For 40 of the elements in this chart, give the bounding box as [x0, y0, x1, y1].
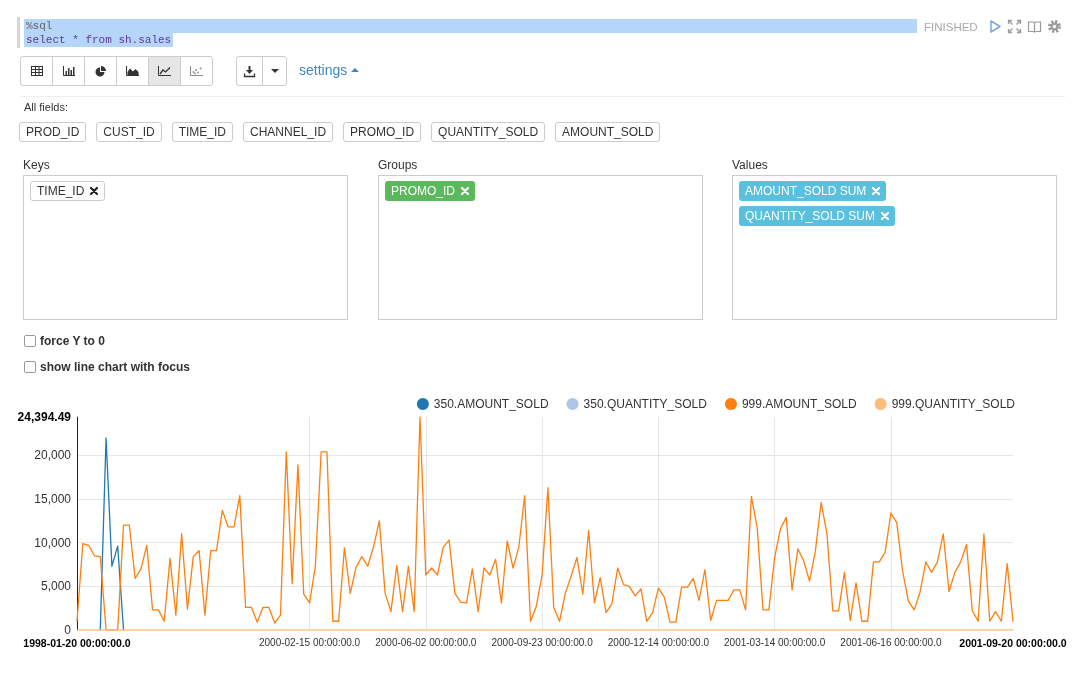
tag: AMOUNT_SOLD — [555, 122, 661, 142]
x-tick-label: 2000-12-14 00:00:00.0 — [607, 636, 710, 648]
y-tick-label: 10,000 — [34, 535, 72, 550]
text: Groups — [378, 158, 418, 172]
text: show line chart with focus — [40, 360, 191, 374]
tag: CUST_ID — [96, 122, 162, 142]
x-tick-label: 2001-06-16 00:00:00.0 — [840, 636, 942, 648]
y-tick-label: 5,000 — [40, 579, 72, 594]
x-tick-label: 2000-09-23 00:00:00.0 — [491, 636, 594, 648]
line-series — [76, 416, 1014, 631]
tag: AMOUNT_SOLD SUM — [739, 181, 887, 201]
text: Keys — [23, 158, 50, 172]
tag: CHANNEL_ID — [243, 122, 334, 142]
legend-label: 999.QUANTITY_SOLD — [891, 397, 1016, 411]
legend-label: 350.QUANTITY_SOLD — [583, 397, 708, 411]
tag: PROD_ID — [19, 122, 87, 142]
legend-label: 999.AMOUNT_SOLD — [741, 397, 857, 411]
y-tick-label: 15,000 — [34, 492, 72, 507]
y-tick-label: 0 — [64, 623, 72, 637]
legend-label: 350.AMOUNT_SOLD — [433, 397, 549, 411]
code-editor: %sql select * from sh.sales — [17, 17, 917, 48]
y-tick-label: 24,394.49 — [17, 410, 72, 424]
tag: PROMO_ID — [343, 122, 422, 142]
text: Values — [732, 158, 768, 172]
text: force Y to 0 — [40, 334, 105, 348]
tag: TIME_ID — [171, 122, 234, 142]
tag: TIME_ID — [30, 181, 106, 201]
tag: QUANTITY_SOLD — [431, 122, 546, 142]
x-tick-label: 2001-09-20 00:00:00.0 — [959, 636, 1067, 649]
line-series — [99, 437, 125, 631]
text: All fields: — [24, 101, 69, 113]
text: settings — [299, 62, 348, 78]
tag: QUANTITY_SOLD SUM — [739, 206, 896, 226]
x-tick-label: 2000-06-02 00:00:00.0 — [375, 636, 477, 648]
x-tick-label: 1998-01-20 00:00:00.0 — [23, 636, 131, 649]
x-tick-label: 2001-03-14 00:00:00.0 — [724, 636, 826, 648]
y-tick-label: 20,000 — [34, 448, 72, 463]
text: FINISHED — [924, 21, 978, 33]
x-tick-label: 2000-02-15 00:00:00.0 — [258, 636, 361, 648]
tag: PROMO_ID — [385, 181, 475, 201]
